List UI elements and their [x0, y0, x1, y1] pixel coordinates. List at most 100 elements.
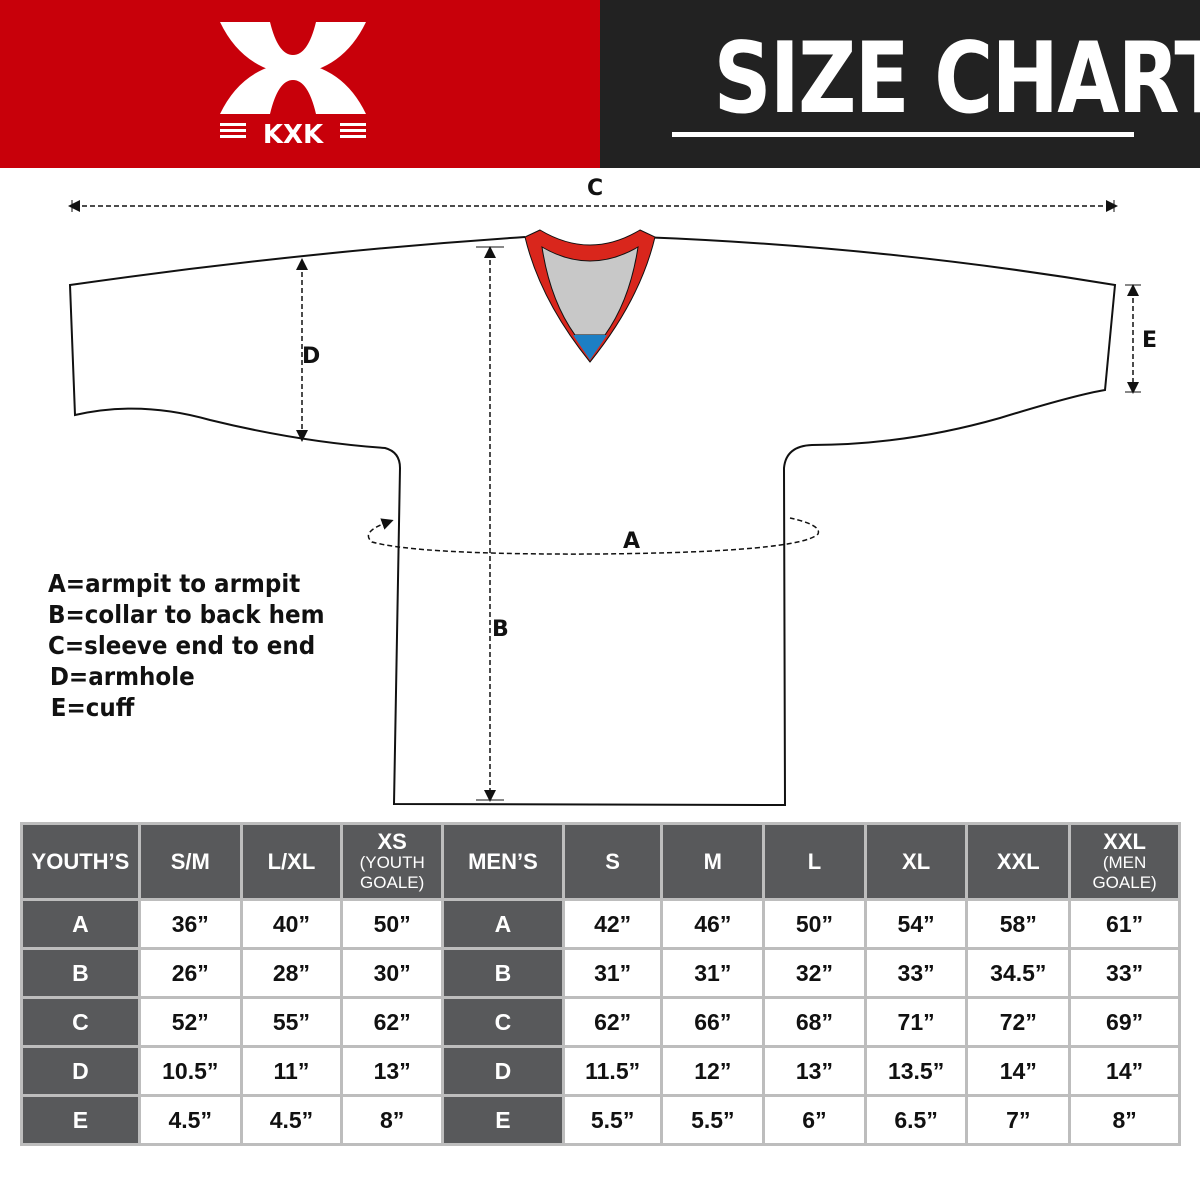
measurement-cell: 72”: [965, 996, 1072, 1048]
measurement-cell: 36”: [137, 898, 243, 950]
measurement-cell: 5.5”: [660, 1094, 766, 1146]
legend-item: D=armhole: [49, 662, 195, 691]
jersey-outline: [68, 236, 1117, 807]
row-label: E: [441, 1094, 565, 1146]
measurement-cell: 10.5”: [137, 1045, 243, 1097]
header-sublabel: (YOUTH GOALE): [359, 852, 425, 892]
size-header: XXL (MEN GOALE): [1068, 822, 1181, 901]
measurement-cell: 6.5”: [863, 1094, 969, 1146]
table-header-row: YOUTH’S S/M L/XL XS (YOUTH GOALE) MEN’S S M L XL X…: [20, 822, 1181, 901]
measurement-cell: 6”: [762, 1094, 867, 1146]
row-label: D: [441, 1045, 565, 1097]
label-a: A: [623, 529, 641, 554]
measurement-cell: 55”: [239, 996, 344, 1048]
measurement-cell: 5.5”: [561, 1094, 664, 1146]
measurement-cell: 33”: [1068, 947, 1181, 999]
header-label: XL: [902, 848, 931, 874]
measurement-cell: 13”: [340, 1045, 445, 1097]
measurement-cell: 50”: [340, 898, 445, 950]
measurement-cell: 69”: [1068, 996, 1181, 1048]
measurement-cell: 31”: [561, 947, 664, 999]
title-underline: [672, 132, 1134, 137]
header-label: YOUTH’S: [31, 848, 130, 874]
measurement-cell: 28”: [239, 947, 344, 999]
measurement-cell: 71”: [863, 996, 969, 1048]
header-label: MEN’S: [468, 848, 538, 874]
measurement-cell: 31”: [660, 947, 766, 999]
header-sublabel: (MEN GOALE): [1092, 852, 1157, 892]
legend-item: E=cuff: [50, 693, 135, 722]
size-header: XXL: [965, 822, 1072, 901]
kxk-logo: KXK: [220, 22, 366, 150]
measurement-cell: 62”: [340, 996, 445, 1048]
row-label: A: [20, 898, 141, 950]
legend-item: B=collar to back hem: [48, 600, 325, 629]
header-label: L: [807, 848, 822, 874]
measurement-cell: 50”: [762, 898, 867, 950]
measurement-cell: 4.5”: [239, 1094, 344, 1146]
measurement-legend: A=armpit to armpit B=collar to back hem …: [48, 568, 325, 723]
label-e: E: [1142, 328, 1158, 353]
table-row: E 4.5” 4.5” 8” E 5.5” 5.5” 6” 6.5” 7” 8”: [20, 1094, 1181, 1146]
header-label: S/M: [170, 848, 210, 874]
table-row: C 52” 55” 62” C 62” 66” 68” 71” 72” 69”: [20, 996, 1181, 1048]
measurement-cell: 66”: [660, 996, 766, 1048]
row-label: C: [441, 996, 565, 1048]
size-header: XS (YOUTH GOALE): [340, 822, 445, 901]
measurement-cell: 32”: [762, 947, 867, 999]
measurement-cell: 33”: [863, 947, 969, 999]
table-row: D 10.5” 11” 13” D 11.5” 12” 13” 13.5” 14” 14”: [20, 1045, 1181, 1097]
measurement-cell: 61”: [1068, 898, 1181, 950]
measure-a: [367, 517, 820, 555]
table-row: B 26” 28” 30” B 31” 31” 32” 33” 34.5” 33”: [20, 947, 1181, 999]
row-label: C: [20, 996, 141, 1048]
measurement-cell: 8”: [1068, 1094, 1181, 1146]
size-header: S/M: [137, 822, 243, 901]
row-label: B: [441, 947, 565, 999]
legend-item: C=sleeve end to end: [48, 631, 316, 660]
measurement-cell: 46”: [660, 898, 766, 950]
collar-tag: [573, 335, 607, 360]
measurement-cell: 52”: [137, 996, 243, 1048]
measurement-cell: 34.5”: [965, 947, 1072, 999]
measurement-cell: 13.5”: [863, 1045, 969, 1097]
header-label: XXL: [996, 848, 1040, 874]
legend-item: A=armpit to armpit: [48, 569, 301, 598]
size-table: YOUTH’S S/M L/XL XS (YOUTH GOALE) MEN’S S M L XL X…: [20, 822, 1181, 1146]
measurement-cell: 11.5”: [561, 1045, 664, 1097]
size-header: M: [660, 822, 766, 901]
collar-inner: [541, 246, 639, 336]
size-header: S: [561, 822, 664, 901]
row-label: B: [20, 947, 141, 999]
size-header: L/XL: [239, 822, 344, 901]
measurement-cell: 40”: [239, 898, 344, 950]
jersey-diagram: [68, 200, 1141, 807]
measurement-cell: 54”: [863, 898, 969, 950]
measurement-cell: 8”: [340, 1094, 445, 1146]
measurement-cell: 12”: [660, 1045, 766, 1097]
header-label: L/XL: [267, 848, 316, 874]
header-label: S: [605, 848, 620, 874]
header-label: M: [703, 848, 722, 874]
logo-text: KXK: [263, 120, 324, 150]
measurement-cell: 14”: [965, 1045, 1072, 1097]
measurement-cell: 68”: [762, 996, 867, 1048]
row-label: A: [441, 898, 565, 950]
measurement-cell: 7”: [965, 1094, 1072, 1146]
label-d: D: [302, 344, 321, 369]
row-label: D: [20, 1045, 141, 1097]
measurement-cell: 62”: [561, 996, 664, 1048]
label-b: B: [492, 617, 509, 642]
label-c: C: [587, 176, 604, 201]
header-label: XS: [377, 828, 407, 854]
measurement-cell: 13”: [762, 1045, 867, 1097]
group-header: MEN’S: [441, 822, 565, 901]
title-banner: [600, 0, 1200, 168]
measurement-cell: 42”: [561, 898, 664, 950]
header-label: XXL: [1103, 828, 1146, 854]
group-header: YOUTH’S: [20, 822, 141, 901]
size-header: XL: [863, 822, 969, 901]
measurement-cell: 58”: [965, 898, 1072, 950]
measurement-cell: 14”: [1068, 1045, 1181, 1097]
measurement-cell: 11”: [239, 1045, 344, 1097]
